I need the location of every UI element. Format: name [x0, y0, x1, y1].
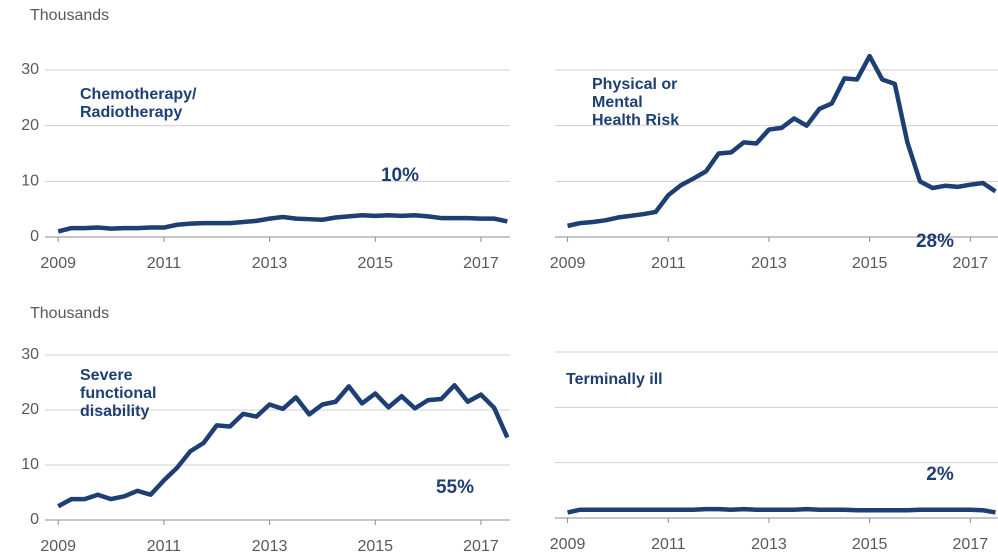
- x-tick-label: 2011: [651, 536, 686, 553]
- x-tick-label: 2013: [252, 255, 288, 272]
- x-tick-label: 2011: [147, 255, 182, 272]
- chart-title: Health Risk: [592, 112, 679, 129]
- y-tick-label: 30: [21, 61, 39, 78]
- y-axis-label: Thousands: [30, 7, 109, 24]
- line: [57, 383, 510, 509]
- annotation: 55%: [436, 477, 474, 498]
- annotation: 2%: [926, 464, 954, 485]
- chart-title: Terminally ill: [566, 371, 663, 388]
- x-tick-label: 2017: [463, 255, 499, 272]
- y-tick-label: 20: [21, 117, 39, 134]
- y-tick-label: 10: [21, 456, 39, 473]
- x-tick-label: 2013: [751, 255, 787, 272]
- y-tick-label: 10: [21, 173, 39, 190]
- y-tick-label: 20: [21, 401, 39, 418]
- x-tick-label: 2011: [147, 538, 182, 555]
- y-axis-label: Thousands: [30, 305, 109, 322]
- x-tick-label: 2015: [852, 536, 888, 553]
- x-tick-label: 2009: [550, 536, 586, 553]
- x-tick-label: 2011: [651, 255, 686, 272]
- y-tick-label: 0: [30, 511, 39, 528]
- x-tick-label: 2009: [40, 255, 76, 272]
- x-tick-label: 2017: [953, 536, 989, 553]
- x-tick-label: 2015: [357, 538, 393, 555]
- annotation: 10%: [381, 165, 419, 186]
- x-tick-label: 2017: [463, 538, 499, 555]
- x-tick-label: 2009: [40, 538, 76, 555]
- chart-title: Chemotherapy/: [80, 86, 197, 103]
- chart-title: Severe: [80, 367, 133, 384]
- line: [567, 53, 997, 229]
- x-tick-label: 2013: [751, 536, 787, 553]
- line: [57, 213, 508, 234]
- chart-title: Radiotherapy: [80, 104, 182, 121]
- line: [567, 506, 996, 515]
- y-tick-label: 0: [30, 228, 39, 245]
- x-tick-label: 2013: [252, 538, 288, 555]
- chart-title: Physical or: [592, 76, 677, 93]
- chart-title: functional: [80, 385, 156, 402]
- x-tick-label: 2015: [357, 255, 393, 272]
- chart-title: Mental: [592, 94, 643, 111]
- annotation: 28%: [916, 231, 954, 252]
- x-tick-label: 2009: [550, 255, 586, 272]
- x-tick-label: 2017: [953, 255, 989, 272]
- x-tick-label: 2015: [852, 255, 888, 272]
- chart-title: disability: [80, 403, 149, 420]
- y-tick-label: 30: [21, 346, 39, 363]
